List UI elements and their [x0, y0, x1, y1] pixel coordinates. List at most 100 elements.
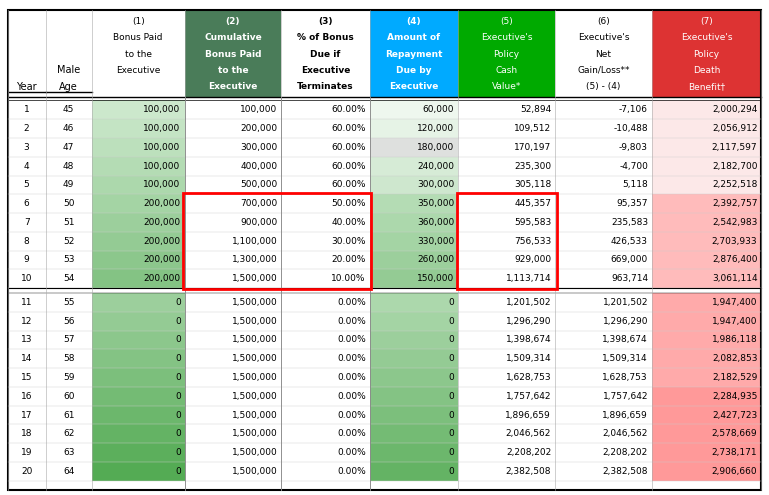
- FancyBboxPatch shape: [92, 424, 185, 443]
- Text: 16: 16: [21, 392, 32, 401]
- FancyBboxPatch shape: [652, 331, 761, 349]
- Text: Executive's: Executive's: [578, 33, 629, 42]
- FancyBboxPatch shape: [652, 157, 761, 176]
- FancyBboxPatch shape: [458, 387, 555, 405]
- Text: 1,500,000: 1,500,000: [231, 410, 278, 419]
- Text: 0: 0: [448, 410, 454, 419]
- FancyBboxPatch shape: [8, 100, 45, 119]
- FancyBboxPatch shape: [370, 269, 458, 288]
- Text: 1,509,314: 1,509,314: [602, 354, 648, 363]
- Text: 2,542,983: 2,542,983: [712, 218, 757, 227]
- Text: -9,803: -9,803: [619, 143, 648, 152]
- FancyBboxPatch shape: [8, 119, 45, 138]
- FancyBboxPatch shape: [281, 195, 370, 213]
- FancyBboxPatch shape: [92, 462, 185, 481]
- FancyBboxPatch shape: [92, 176, 185, 195]
- Text: 235,300: 235,300: [514, 162, 551, 171]
- Text: 5: 5: [24, 180, 29, 190]
- Text: 200,000: 200,000: [144, 255, 181, 264]
- Text: 1,947,400: 1,947,400: [712, 298, 757, 307]
- FancyBboxPatch shape: [92, 157, 185, 176]
- Text: (7): (7): [701, 17, 713, 26]
- FancyBboxPatch shape: [92, 387, 185, 405]
- FancyBboxPatch shape: [281, 424, 370, 443]
- Text: (5) - (4): (5) - (4): [586, 82, 621, 91]
- FancyBboxPatch shape: [555, 331, 652, 349]
- FancyBboxPatch shape: [45, 405, 92, 424]
- Text: 756,533: 756,533: [514, 237, 551, 246]
- Text: 60: 60: [63, 392, 75, 401]
- FancyBboxPatch shape: [45, 100, 92, 119]
- Text: 0.00%: 0.00%: [337, 392, 366, 401]
- Text: Amount of: Amount of: [388, 33, 441, 42]
- FancyBboxPatch shape: [458, 250, 555, 269]
- Text: Bonus Paid: Bonus Paid: [205, 50, 261, 58]
- Text: 1,100,000: 1,100,000: [231, 237, 278, 246]
- FancyBboxPatch shape: [92, 293, 185, 312]
- Text: 2,284,935: 2,284,935: [712, 392, 757, 401]
- FancyBboxPatch shape: [555, 424, 652, 443]
- Text: 30.00%: 30.00%: [331, 237, 366, 246]
- Text: 0: 0: [448, 317, 454, 326]
- Text: 100,000: 100,000: [240, 105, 278, 114]
- FancyBboxPatch shape: [370, 119, 458, 138]
- Text: Cumulative: Cumulative: [204, 33, 261, 42]
- Text: (2): (2): [225, 17, 240, 26]
- FancyBboxPatch shape: [92, 405, 185, 424]
- FancyBboxPatch shape: [370, 349, 458, 368]
- FancyBboxPatch shape: [555, 10, 652, 97]
- FancyBboxPatch shape: [185, 138, 281, 157]
- Text: Value*: Value*: [492, 82, 521, 91]
- FancyBboxPatch shape: [185, 176, 281, 195]
- FancyBboxPatch shape: [555, 293, 652, 312]
- Text: to the: to the: [218, 66, 248, 75]
- Text: -4,700: -4,700: [619, 162, 648, 171]
- FancyBboxPatch shape: [45, 312, 92, 331]
- Text: 12: 12: [21, 317, 32, 326]
- Text: 57: 57: [63, 336, 75, 345]
- Text: 170,197: 170,197: [514, 143, 551, 152]
- Text: 54: 54: [63, 274, 75, 283]
- FancyBboxPatch shape: [92, 10, 185, 97]
- Text: Repayment: Repayment: [385, 50, 443, 58]
- Text: 200,000: 200,000: [144, 274, 181, 283]
- FancyBboxPatch shape: [652, 462, 761, 481]
- Text: 60.00%: 60.00%: [331, 105, 366, 114]
- Text: 61: 61: [63, 410, 75, 419]
- Text: 1,300,000: 1,300,000: [231, 255, 278, 264]
- Text: 4: 4: [24, 162, 29, 171]
- Text: 100,000: 100,000: [144, 105, 181, 114]
- Text: Male: Male: [57, 65, 81, 75]
- Text: 260,000: 260,000: [418, 255, 454, 264]
- Text: 55: 55: [63, 298, 75, 307]
- Text: 1,113,714: 1,113,714: [505, 274, 551, 283]
- Text: 52,894: 52,894: [520, 105, 551, 114]
- FancyBboxPatch shape: [45, 368, 92, 387]
- FancyBboxPatch shape: [8, 387, 45, 405]
- Text: 60.00%: 60.00%: [331, 162, 366, 171]
- FancyBboxPatch shape: [185, 312, 281, 331]
- FancyBboxPatch shape: [92, 119, 185, 138]
- FancyBboxPatch shape: [8, 157, 45, 176]
- Text: Bonus Paid: Bonus Paid: [114, 33, 163, 42]
- FancyBboxPatch shape: [652, 424, 761, 443]
- Text: 1,500,000: 1,500,000: [231, 274, 278, 283]
- Text: 200,000: 200,000: [144, 199, 181, 208]
- Text: 10.00%: 10.00%: [331, 274, 366, 283]
- Text: 47: 47: [63, 143, 75, 152]
- FancyBboxPatch shape: [370, 213, 458, 232]
- Text: 0: 0: [175, 392, 181, 401]
- Text: 2,117,597: 2,117,597: [712, 143, 757, 152]
- Text: 0.00%: 0.00%: [337, 448, 366, 457]
- Text: 5,118: 5,118: [622, 180, 648, 190]
- FancyBboxPatch shape: [8, 232, 45, 250]
- FancyBboxPatch shape: [281, 368, 370, 387]
- Text: 46: 46: [63, 124, 75, 133]
- Text: 2,703,933: 2,703,933: [712, 237, 757, 246]
- FancyBboxPatch shape: [185, 424, 281, 443]
- Text: 60.00%: 60.00%: [331, 143, 366, 152]
- Text: 150,000: 150,000: [417, 274, 454, 283]
- FancyBboxPatch shape: [281, 269, 370, 288]
- FancyBboxPatch shape: [458, 232, 555, 250]
- Text: 1,947,400: 1,947,400: [712, 317, 757, 326]
